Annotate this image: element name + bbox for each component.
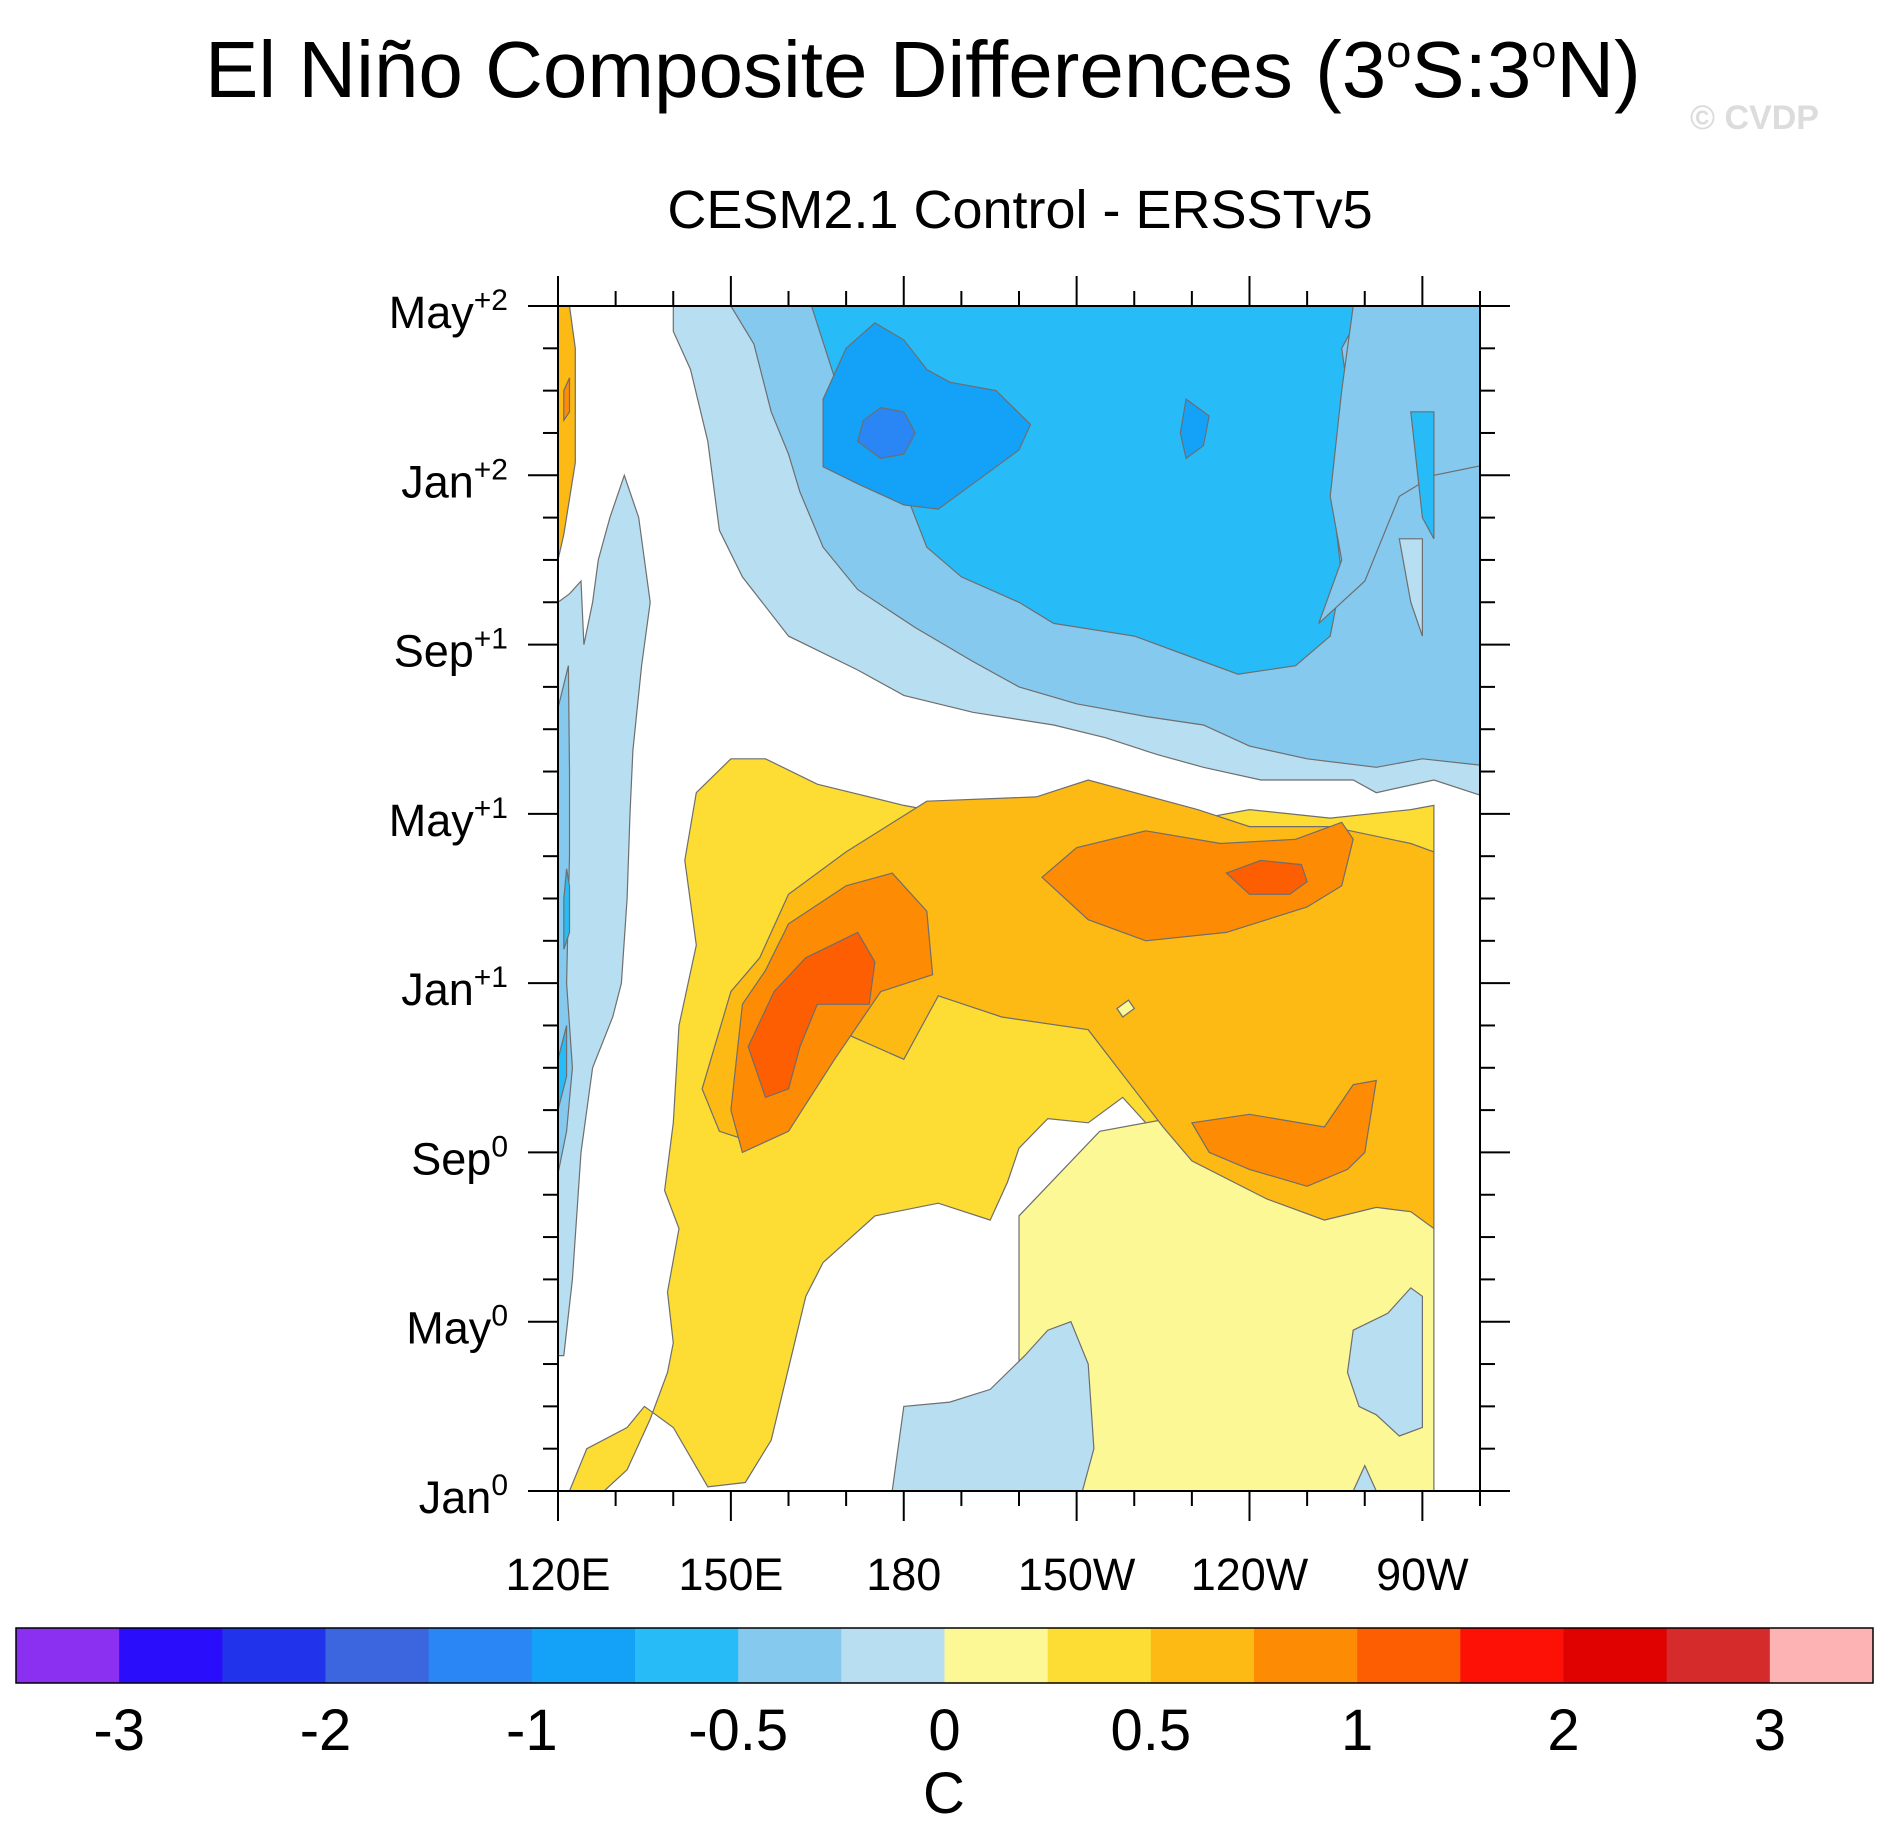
chart-subtitle: CESM2.1 Control - ERSSTv5 [667, 180, 1372, 240]
y-tick-label: Jan+2 [401, 453, 508, 507]
colorbar-swatch [222, 1628, 326, 1683]
colorbar-tick-label: -3 [93, 1698, 145, 1763]
y-tick-label: Jan+1 [401, 961, 508, 1015]
colorbar-unit: C [923, 1761, 965, 1826]
contour-region-neg-upper-darker [822, 322, 1032, 510]
colorbar-swatch [635, 1628, 739, 1683]
y-tick-label: Sep+1 [394, 623, 508, 677]
colorbar-swatch [1460, 1628, 1564, 1683]
contour-region-red-east [1225, 859, 1308, 895]
colorbar-swatch [1769, 1628, 1874, 1683]
contour-region-neg-east-edge [1318, 306, 1480, 624]
colorbar-swatch [1254, 1628, 1358, 1683]
colorbar-tick-label: 3 [1754, 1698, 1786, 1763]
y-tick-label: Sep0 [411, 1130, 508, 1184]
x-tick-label: 150W [1018, 1549, 1136, 1600]
colorbar-swatch [531, 1628, 636, 1683]
contour-region-neg-east-edge-light [1398, 538, 1424, 637]
y-tick-label: May+1 [389, 792, 508, 846]
colorbar-swatch [841, 1628, 945, 1683]
colorbar-tick-label: -2 [300, 1698, 352, 1763]
colorbar-swatch [1047, 1628, 1152, 1683]
watermark: © CVDP [1690, 99, 1819, 137]
contour-region-neg-east-edge-core [1410, 411, 1435, 540]
x-tick-label: 150E [678, 1549, 783, 1600]
contour-region-warm-west-top-core [563, 377, 571, 423]
contour-region-warm-west-top [558, 306, 576, 561]
colorbar-swatch [1150, 1628, 1255, 1683]
y-tick-label: May0 [406, 1300, 508, 1354]
contour-region-west-neg-core2 [563, 868, 571, 950]
colorbar-swatch [1563, 1628, 1668, 1683]
colorbar-labels: -3 -2 -1 -0.5 0 0.5 1 2 3 [93, 1698, 1786, 1763]
colorbar-tick-label: -1 [506, 1698, 558, 1763]
contour-region-west-neg-core [558, 1025, 568, 1111]
colorbar-swatch [1357, 1628, 1461, 1683]
contour-region-neg-upper-core [857, 406, 916, 460]
y-axis-labels: Jan0 May0 Sep0 Jan+1 May+1 Sep+1 Jan+2 May+2 [389, 284, 508, 1523]
contour-region-red-west [747, 931, 876, 1099]
colorbar-frame [15, 1627, 1874, 1684]
colorbar-swatch [119, 1628, 223, 1683]
contour-region-warm-hole [1116, 999, 1136, 1018]
contour-region-neg-bottom-mid [891, 1320, 1095, 1491]
chart-title: El Niño Composite Differences (3oS:3oN) [205, 25, 1641, 114]
colorbar-swatch [944, 1628, 1049, 1683]
colorbar-tick-label: 0.5 [1111, 1698, 1192, 1763]
colorbar-tick-label: -0.5 [688, 1698, 788, 1763]
contour-region-orange-east-bottom [1190, 1079, 1378, 1187]
x-tick-label: 120E [505, 1549, 610, 1600]
colorbar-swatch [738, 1628, 842, 1683]
x-tick-label: 120W [1191, 1549, 1309, 1600]
y-tick-label: Jan0 [419, 1469, 508, 1523]
colorbar-tick-label: 2 [1547, 1698, 1579, 1763]
contour-fill-group [558, 306, 1480, 1491]
contour-region-west-neg-strip [558, 473, 651, 1357]
colorbar-swatch [1666, 1628, 1771, 1683]
colorbar-tick-label: 0 [928, 1698, 960, 1763]
colorbar [15, 1627, 1874, 1684]
contour-region-orange-east-top [1041, 821, 1354, 942]
contour-region-neg-upper-core-east [1179, 398, 1210, 460]
x-tick-label: 90W [1376, 1549, 1469, 1600]
axis-ticks [528, 276, 1510, 1521]
y-tick-label: May+2 [389, 284, 508, 338]
colorbar-tick-label: 1 [1341, 1698, 1373, 1763]
colorbar-swatch [325, 1628, 430, 1683]
contour-region-neg-bottom-east [1352, 1464, 1377, 1491]
colorbar-swatch [428, 1628, 533, 1683]
contour-region-neg-east-lowmid [1346, 1287, 1424, 1437]
x-axis-labels: 120E 150E 180 150W 120W 90W [505, 1549, 1469, 1600]
colorbar-swatch [16, 1628, 120, 1683]
x-tick-label: 180 [866, 1549, 941, 1600]
